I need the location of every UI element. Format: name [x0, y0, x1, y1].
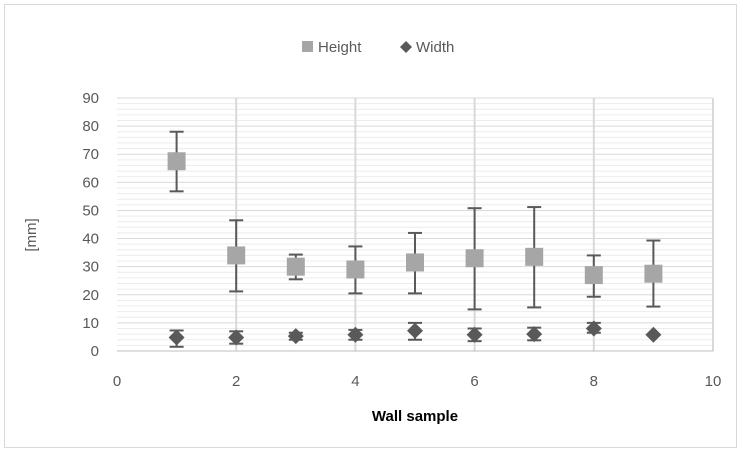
data-points — [167, 152, 663, 346]
legend-label: Height — [318, 39, 362, 56]
y-tick-label: 90 — [82, 90, 99, 107]
height-point — [286, 257, 305, 276]
width-point — [585, 320, 602, 337]
legend-height-icon — [302, 41, 313, 52]
x-axis-label: Wall sample — [372, 408, 458, 425]
height-point — [465, 249, 484, 268]
width-point — [347, 326, 364, 343]
axes: 0 10 20 30 40 50 60 70 80 90 0 2 4 6 8 10 — [82, 90, 721, 390]
width-point — [645, 326, 662, 343]
x-tick-label: 8 — [590, 373, 598, 390]
x-tick-label: 2 — [232, 373, 240, 390]
x-tick-label: 4 — [351, 373, 359, 390]
y-tick-label: 40 — [82, 231, 99, 248]
height-point — [227, 246, 246, 265]
y-tick-label: 0 — [91, 343, 99, 360]
error-bars — [169, 130, 661, 348]
height-point — [525, 247, 544, 266]
width-point — [228, 329, 245, 346]
y-tick-label: 80 — [82, 118, 99, 135]
legend-label: Width — [416, 39, 454, 56]
grid-lines — [117, 97, 714, 351]
x-tick-label: 10 — [705, 373, 722, 390]
height-point — [346, 260, 365, 279]
width-point — [466, 326, 483, 343]
width-point — [407, 322, 423, 339]
height-point — [167, 152, 186, 171]
y-tick-label: 30 — [82, 259, 99, 276]
legend: Height Width — [302, 39, 454, 56]
legend-width-icon — [400, 41, 412, 53]
y-tick-label: 50 — [82, 202, 99, 219]
y-axis-label: [mm] — [23, 218, 40, 251]
width-point — [287, 328, 304, 345]
x-tick-label: 6 — [470, 373, 478, 390]
height-point — [406, 253, 424, 272]
y-tick-label: 60 — [82, 174, 99, 191]
y-tick-label: 10 — [82, 315, 99, 332]
y-tick-label: 20 — [82, 287, 99, 304]
chart-frame — [4, 4, 737, 448]
width-point — [526, 326, 543, 343]
width-point — [168, 329, 185, 346]
x-tick-label: 0 — [113, 373, 121, 390]
height-point — [584, 266, 603, 285]
y-tick-label: 70 — [82, 146, 99, 163]
height-point — [644, 264, 663, 283]
